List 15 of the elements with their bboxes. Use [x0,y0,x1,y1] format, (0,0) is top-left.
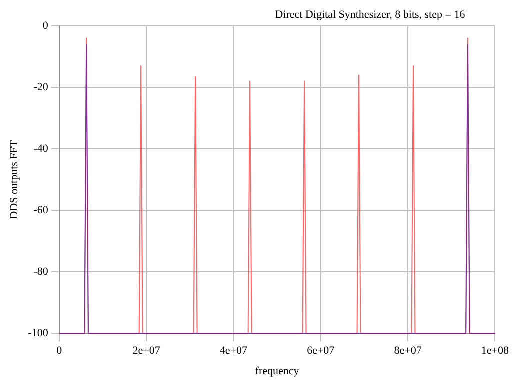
x-tick-label: 4e+07 [220,345,248,358]
y-tick-label: 0 [42,20,49,32]
y-tick-label: -80 [34,266,49,278]
y-tick-label: -60 [34,204,49,216]
y-tick-label: -100 [28,327,49,340]
x-tick-label: 6e+07 [307,345,336,358]
y-tick-label: -40 [34,142,49,155]
y-axis-title: DDS outputs FFT [8,140,20,220]
x-tick-label: 8e+07 [394,345,422,358]
x-tick-label: 1e+08 [481,345,510,358]
chart-title: Direct Digital Synthesizer, 8 bits, step = 16 [275,8,466,21]
x-tick-label: 0 [56,345,63,358]
x-axis-title: frequency [255,365,300,378]
x-tick-label: 2e+07 [132,345,161,358]
y-tick-label: -20 [34,81,49,94]
